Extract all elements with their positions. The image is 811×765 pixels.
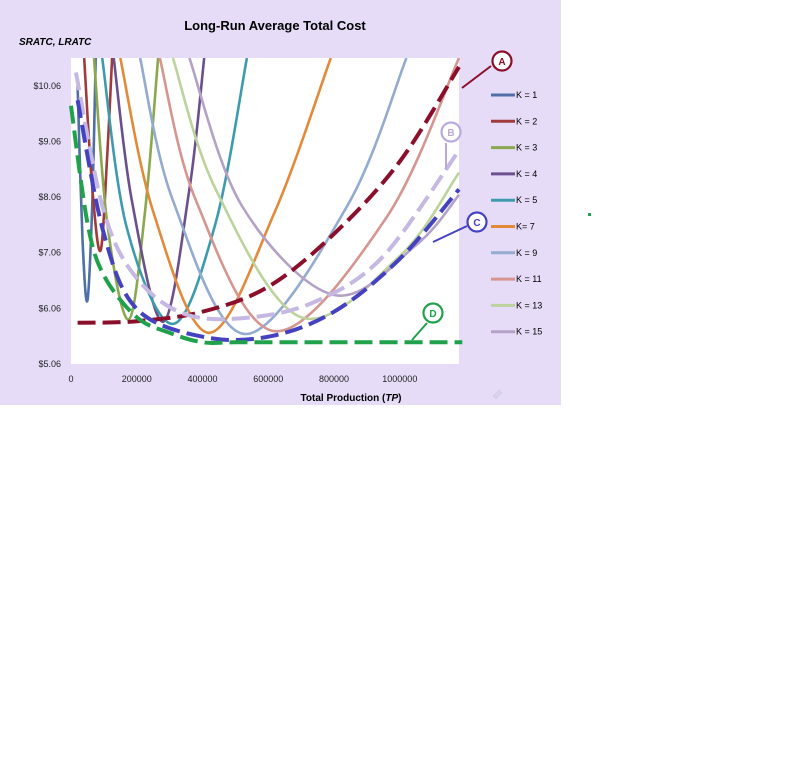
- annotation-label: A: [498, 57, 505, 68]
- sratc-curve-k-1: [76, 58, 97, 303]
- legend-label: K = 4: [516, 169, 537, 179]
- annotation-label: C: [473, 218, 480, 229]
- x-tick-label: 600000: [253, 374, 283, 384]
- x-tick-label: 1000000: [382, 374, 417, 384]
- y-tick-label: $5.06: [38, 359, 61, 369]
- chart-title: Long-Run Average Total Cost: [184, 18, 366, 33]
- x-axis-label: Total Production (TP): [301, 393, 402, 404]
- sratc-curve-k-15: [188, 58, 460, 297]
- plot-area: [71, 58, 459, 364]
- legend-label: K = 1: [516, 90, 537, 100]
- annotation-leader: [461, 65, 492, 89]
- legend-label: K= 7: [516, 222, 535, 232]
- legend: K = 1 K = 2 K = 3 K = 4 K = 5 K= 7 K = 9 K = 11…: [491, 90, 542, 337]
- y-axis-label: SRATC, LRATC: [19, 37, 92, 48]
- curves: [69, 58, 463, 346]
- annotation-leader: [432, 225, 468, 243]
- annotation-circle: [422, 302, 444, 324]
- lratc-curve-c: [75, 99, 461, 343]
- legend-label: K = 5: [516, 195, 537, 205]
- x-tick-label: 400000: [188, 374, 218, 384]
- lratc-curve-d: [69, 105, 463, 346]
- x-tick-label: 0: [68, 374, 73, 384]
- legend-label: K = 3: [516, 143, 537, 153]
- sratc-curve-k-7: [119, 58, 333, 335]
- y-tick-label: $9.06: [38, 136, 61, 146]
- corner-glyph: [492, 389, 503, 400]
- legend-label: K = 11: [516, 274, 542, 284]
- legend-label: K = 9: [516, 248, 537, 258]
- lratc-curve-b: [73, 72, 461, 322]
- x-tick-label: 200000: [122, 374, 152, 384]
- annotation-label: D: [429, 309, 436, 320]
- annotation-leader: [411, 322, 428, 341]
- y-tick-label: $7.06: [38, 248, 61, 258]
- annotation-circle: [440, 121, 462, 143]
- y-tick-label: $8.06: [38, 192, 61, 202]
- y-tick-label: $6.06: [38, 303, 61, 313]
- sratc-curve-k-11: [158, 58, 461, 333]
- annotation-label: B: [447, 128, 454, 139]
- legend-label: K = 2: [516, 116, 537, 126]
- y-tick-label: $10.06: [33, 81, 61, 91]
- sratc-curve-k-3: [92, 58, 160, 321]
- annotation-circle: [466, 211, 488, 233]
- x-tick-label: 800000: [319, 374, 349, 384]
- annotation-circle: [491, 50, 513, 72]
- chart-svg: Long-Run Average Total Cost SRATC, LRATC…: [19, 18, 542, 404]
- chart-area: Long-Run Average Total Cost SRATC, LRATC…: [0, 0, 561, 405]
- legend-label: K = 15: [516, 327, 542, 337]
- sratc-curve-k-5: [100, 58, 249, 326]
- stray-dot: [588, 213, 591, 216]
- sratc-curve-k-13: [171, 58, 461, 321]
- axis-ticks: 0 200000 400000 600000 800000 1000000 $5.06 $6.…: [33, 81, 417, 384]
- legend-label: K = 13: [516, 300, 542, 310]
- annotations: A B C D: [411, 50, 513, 341]
- sratc-curve-k-9: [138, 58, 408, 336]
- sratc-curve-k-4: [112, 58, 206, 323]
